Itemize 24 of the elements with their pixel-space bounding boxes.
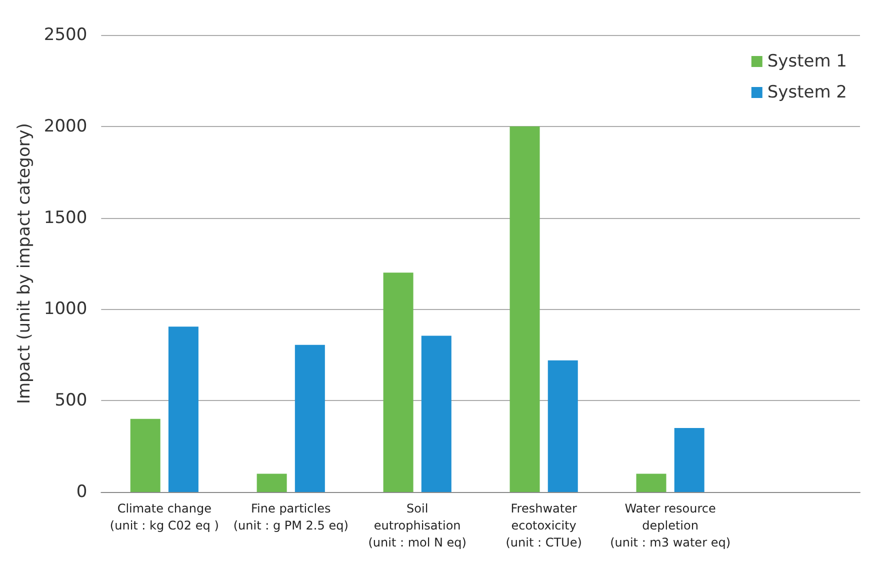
- bar: [674, 428, 704, 492]
- y-tick-label: 1000: [44, 299, 88, 320]
- y-tick-label: 2500: [44, 25, 88, 45]
- x-tick-label: Water resource depletion (unit : m3 water eq): [610, 502, 731, 550]
- legend-label: System 2: [767, 82, 848, 102]
- y-tick-label: 0: [76, 482, 88, 502]
- y-axis-title: Impact (unit by impact category): [14, 122, 34, 404]
- bar: [548, 360, 578, 492]
- bar: [383, 272, 414, 492]
- bar: [130, 418, 160, 492]
- bar: [636, 474, 666, 492]
- y-tick-label: 500: [54, 390, 88, 411]
- bar: [168, 326, 198, 492]
- x-tick-label: Freshwater ecotoxicity (unit : CTUe): [506, 502, 582, 550]
- bar: [294, 344, 325, 492]
- y-tick-label: 2000: [44, 116, 88, 136]
- bar: [510, 126, 540, 492]
- x-tick-label: Climate change (unit : kg C02 eq ): [110, 502, 219, 532]
- legend-label: System 1: [767, 52, 848, 72]
- bar: [256, 474, 287, 492]
- x-tick-label: Fine particles (unit : g PM 2.5 eq): [233, 502, 348, 532]
- y-tick-label: 1500: [44, 208, 88, 228]
- bar: [421, 336, 452, 492]
- x-tick-label: Soil eutrophisation (unit : mol N eq): [368, 502, 466, 550]
